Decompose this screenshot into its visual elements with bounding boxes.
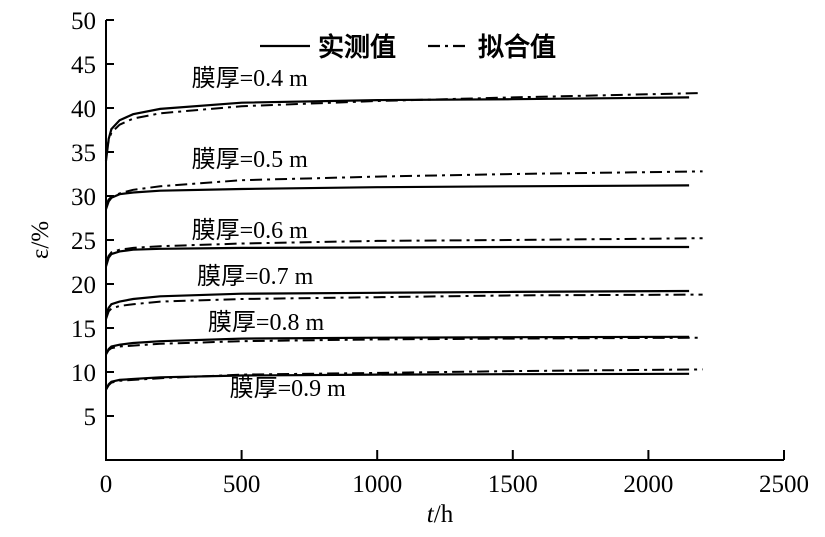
thickness-annotation: 膜厚=0.8 m <box>208 309 325 336</box>
measured-line <box>104 245 690 267</box>
measured-line <box>104 184 690 210</box>
measured-line <box>105 372 690 391</box>
y-tick-label: 30 <box>71 184 96 211</box>
fitted-line <box>105 368 703 391</box>
y-tick-label: 50 <box>71 8 96 35</box>
measured-line <box>104 289 690 316</box>
measured-line <box>104 96 690 161</box>
y-axis-label: ε/% <box>27 221 54 259</box>
x-tick-label: 2500 <box>759 471 809 498</box>
x-tick-label: 1000 <box>352 471 402 498</box>
x-tick-label: 500 <box>223 471 261 498</box>
legend: 实测值 拟合值 <box>260 32 556 62</box>
x-tick-label: 1500 <box>488 471 538 498</box>
fitted-line <box>105 92 703 153</box>
y-tick-label: 20 <box>71 272 96 299</box>
x-axis-label-unit: /h <box>434 501 454 528</box>
thickness-annotation: 膜厚=0.5 m <box>192 146 309 173</box>
y-tick-label: 15 <box>71 316 96 343</box>
x-tick-label: 2000 <box>623 471 673 498</box>
y-tick-label: 25 <box>71 228 96 255</box>
measured-line <box>105 335 690 355</box>
x-axis-label-var: t <box>427 501 435 528</box>
y-tick-label: 40 <box>71 96 96 123</box>
x-axis-label: t/h <box>427 501 454 528</box>
fitted-line <box>105 293 703 320</box>
legend-label-measured: 实测值 <box>318 32 396 62</box>
thickness-annotation: 膜厚=0.4 m <box>192 65 309 92</box>
x-tick-label: 0 <box>100 471 113 498</box>
y-tick-label: 5 <box>84 404 97 431</box>
thickness-annotation: 膜厚=0.9 m <box>230 375 347 402</box>
thickness-annotation: 膜厚=0.7 m <box>197 263 314 290</box>
y-tick-label: 45 <box>71 52 96 79</box>
y-tick-label: 10 <box>71 360 96 387</box>
thickness-annotation: 膜厚=0.6 m <box>192 217 309 244</box>
legend-label-fitted: 拟合值 <box>478 32 556 62</box>
y-tick-label: 35 <box>71 140 96 167</box>
